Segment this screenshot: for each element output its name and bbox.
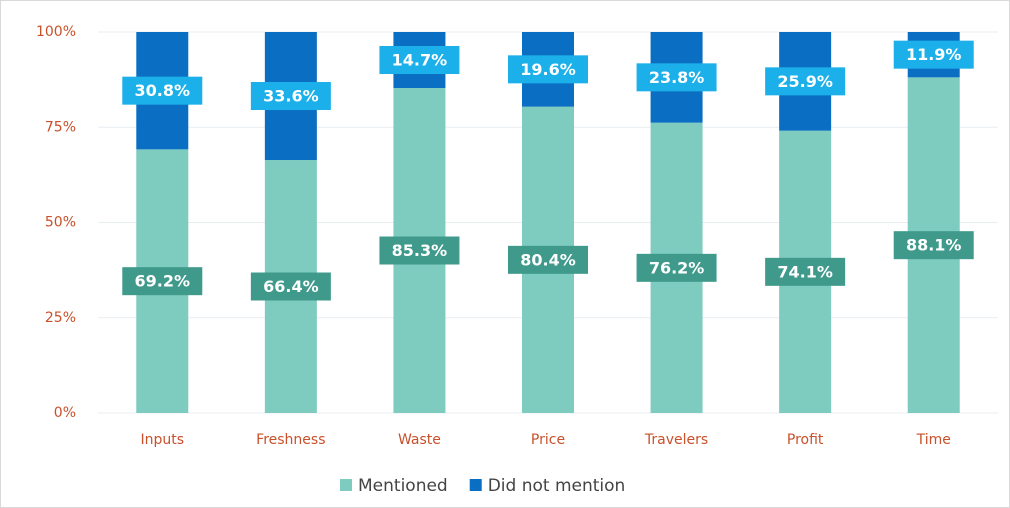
value-label: 69.2% xyxy=(135,272,191,291)
value-label: 76.2% xyxy=(649,258,705,277)
legend-swatch xyxy=(469,479,482,491)
legend-swatch xyxy=(340,479,352,491)
y-tick-label: 50% xyxy=(45,215,76,231)
x-tick-label: Price xyxy=(531,432,565,448)
value-label: 74.1% xyxy=(777,262,833,281)
y-tick-label: 100% xyxy=(36,24,76,40)
value-label-box xyxy=(636,63,717,92)
value-label-box xyxy=(893,40,974,69)
value-label: 88.1% xyxy=(906,236,962,255)
value-label-box xyxy=(250,272,331,301)
value-label: 23.8% xyxy=(649,68,705,87)
value-label: 11.9% xyxy=(906,45,962,64)
value-label: 33.6% xyxy=(263,87,319,106)
value-label-box xyxy=(636,253,717,282)
value-label: 30.8% xyxy=(135,81,191,100)
value-label-box xyxy=(893,231,974,260)
value-label-box xyxy=(379,46,460,75)
x-tick-label: Profit xyxy=(787,432,824,448)
value-label-box xyxy=(765,257,846,286)
y-tick-label: 75% xyxy=(45,119,76,135)
value-label-box xyxy=(250,82,331,111)
value-label: 19.6% xyxy=(520,60,576,79)
value-label-box xyxy=(122,267,203,296)
x-tick-label: Travelers xyxy=(644,432,708,448)
value-label: 66.4% xyxy=(263,277,319,296)
value-label: 85.3% xyxy=(392,241,448,260)
legend-label: Mentioned xyxy=(358,476,448,496)
value-label: 25.9% xyxy=(777,72,833,91)
legend-label: Did not mention xyxy=(488,476,626,496)
x-tick-label: Freshness xyxy=(256,432,325,448)
y-tick-label: 25% xyxy=(45,310,76,326)
value-label-box xyxy=(379,236,460,265)
value-label-box xyxy=(765,67,846,96)
value-label-box xyxy=(122,76,203,105)
value-label-box xyxy=(508,55,588,84)
x-tick-label: Inputs xyxy=(141,432,185,448)
x-tick-label: Time xyxy=(916,432,951,448)
value-label-box xyxy=(508,245,588,274)
value-label: 14.7% xyxy=(392,51,448,70)
value-label: 80.4% xyxy=(520,250,576,269)
x-tick-label: Waste xyxy=(398,432,441,448)
y-tick-label: 0% xyxy=(54,405,76,421)
